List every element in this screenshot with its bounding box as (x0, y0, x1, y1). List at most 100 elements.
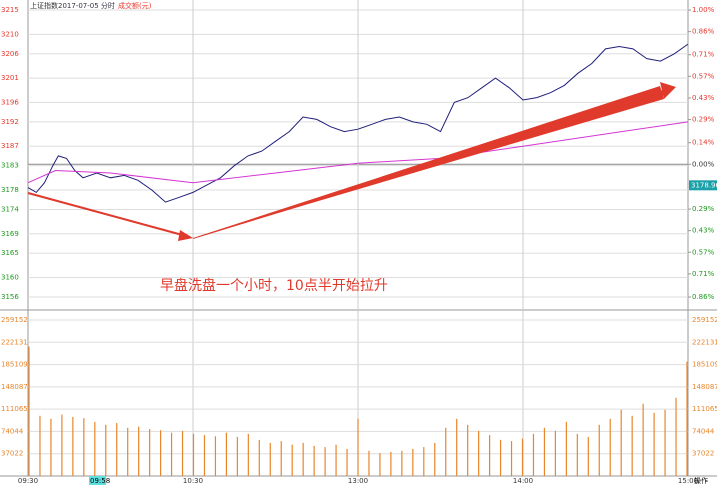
volume-bar (214, 436, 217, 476)
vol-tick-label: 148087 (1, 383, 28, 391)
vol-tick-label-right: 37022 (692, 450, 714, 458)
volume-bar (675, 397, 677, 476)
y-tick-label: 3192 (1, 118, 19, 126)
action-label[interactable]: 操作 (694, 476, 708, 485)
volume-bar (686, 361, 688, 476)
vol-tick-label-right: 222131 (692, 338, 717, 346)
vol-tick-label: 37022 (1, 450, 23, 458)
y-tick-label: 3206 (1, 50, 19, 58)
volume-bar (620, 409, 622, 476)
volume-bar (346, 448, 348, 476)
y2-tick-label: 0.86% (692, 28, 715, 36)
y2-tick-label: 0.29% (692, 205, 715, 213)
volume-bar (94, 421, 96, 476)
x-tick-label: 10:30 (183, 477, 203, 485)
volume-bar (127, 427, 129, 476)
volume-bar (642, 403, 644, 476)
arrow-down (27, 192, 187, 237)
y2-tick-label: 0.57% (692, 248, 715, 256)
volume-bar (379, 453, 381, 476)
cursor-time: 09:58 (90, 477, 110, 485)
y-tick-label: 3215 (1, 6, 19, 14)
volume-bar (138, 426, 140, 476)
volume-bar (203, 435, 206, 476)
vol-tick-label-right: 111065 (692, 405, 717, 413)
y2-tick-label: 0.14% (692, 139, 715, 147)
volume-bar (510, 441, 513, 476)
volume-bar (445, 427, 447, 476)
last-price-box (689, 180, 717, 191)
volume-bar (116, 423, 118, 476)
average-line (27, 121, 689, 184)
volume-bar (576, 433, 578, 476)
volume-bar (335, 444, 337, 476)
vol-tick-label: 74044 (1, 427, 24, 435)
vol-tick-label-right: 148087 (692, 383, 717, 391)
volume-bar (181, 430, 184, 476)
last-price: 3178.96 (691, 181, 717, 189)
arrow-body (193, 86, 664, 238)
volume-bar (664, 409, 666, 476)
y-tick-label: 3165 (1, 249, 19, 257)
volume-bar (565, 421, 567, 476)
annotation: 早盘洗盘一个小时，10点半开始拉升 (160, 277, 388, 294)
arrow-head (178, 230, 193, 241)
price-line (27, 43, 689, 203)
volume-bar (543, 427, 546, 476)
volume-bar (39, 415, 41, 476)
y-tick-label: 3169 (1, 230, 19, 238)
volume-bar (499, 439, 502, 476)
date-label: 2017-07-05 分时 (58, 1, 115, 10)
y-tick-label: 3183 (1, 162, 19, 170)
vol-tick-label-right: 185109 (692, 361, 717, 369)
volume-bar (598, 424, 600, 476)
volume-bar (247, 433, 249, 476)
volume-bar (313, 445, 315, 476)
volume-bar (456, 418, 458, 476)
volume-bar (236, 436, 238, 476)
vol-tick-label: 111065 (1, 405, 28, 413)
volume-bar (170, 432, 173, 476)
volume-bar (521, 438, 524, 476)
arrows (27, 82, 676, 241)
volume-bar (258, 439, 260, 476)
x-tick-label: 14:00 (513, 477, 533, 485)
volume-bar (631, 415, 633, 476)
cursor-box (89, 476, 106, 485)
y2-tick-label: 0.86% (692, 293, 715, 301)
volume-bar (357, 418, 359, 476)
x-tick-label: 13:00 (348, 477, 368, 485)
volume-bar (368, 450, 370, 476)
volume-bar (50, 418, 52, 476)
y2-tick-label: 0.71% (692, 51, 715, 59)
y2-tick-label: 0.29% (692, 116, 715, 124)
volume-bar (225, 432, 227, 476)
volume-bar (478, 430, 480, 476)
volume-bar (489, 435, 491, 476)
volume-bar (83, 418, 85, 476)
volume-bar (269, 442, 271, 476)
vol-tick-label: 222131 (1, 338, 28, 346)
volume-bar (423, 447, 425, 476)
volume-bar (192, 433, 195, 476)
volume-bar (61, 414, 63, 476)
index-name: 上证指数 (30, 1, 58, 10)
volume-bar (149, 429, 151, 476)
volume-bar (324, 447, 326, 476)
vol-tick-label: 259152 (1, 316, 28, 324)
y-tick-label: 3174 (1, 205, 19, 213)
volume-bar (609, 418, 611, 476)
y-tick-label: 3178 (1, 186, 19, 194)
y-tick-label: 3160 (1, 274, 19, 282)
volume-bar (302, 442, 304, 476)
vol-tick-label: 185109 (1, 361, 28, 369)
volume-bar (72, 417, 74, 476)
y-tick-label: 3210 (1, 30, 19, 38)
y-tick-label: 3187 (1, 142, 19, 150)
volume-bar (28, 346, 30, 476)
y2-tick-label: 0.00% (692, 160, 715, 168)
y-tick-label: 3156 (1, 293, 19, 301)
volume-bar (653, 412, 655, 476)
y2-tick-label: 0.43% (692, 227, 715, 235)
